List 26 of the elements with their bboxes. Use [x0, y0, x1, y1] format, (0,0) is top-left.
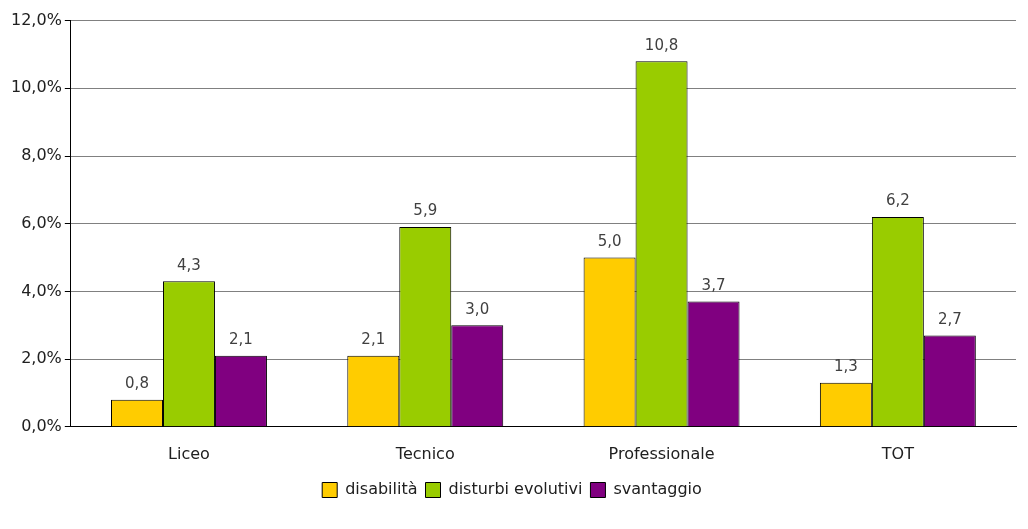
y-tick-label: 4,0% — [21, 280, 62, 300]
data-label: 5,9 — [413, 201, 438, 220]
data-label: 2,7 — [937, 309, 962, 328]
y-tick-label: 0,0% — [21, 415, 62, 435]
data-label: 2,1 — [229, 330, 253, 349]
y-tick-label: 8,0% — [21, 145, 62, 165]
y-tick-label: 10,0% — [11, 77, 62, 97]
x-tick-label: Liceo — [168, 443, 210, 463]
data-label: 4,3 — [177, 255, 201, 274]
y-tick-label: 6,0% — [21, 212, 62, 232]
x-tick-label: Tecnico — [394, 443, 455, 463]
x-tick-label: Professionale — [608, 443, 715, 463]
x-tick-label: TOT — [880, 443, 915, 463]
data-label: 6,2 — [885, 191, 910, 210]
legend-label: disabilità — [345, 479, 418, 499]
y-tick-label: 2,0% — [21, 348, 62, 368]
data-label: 3,0 — [465, 299, 490, 318]
data-label: 5,0 — [597, 231, 622, 250]
data-label: 2,1 — [361, 330, 386, 349]
legend-label: svantaggio — [613, 479, 702, 499]
legend-label: disturbi evolutivi — [448, 479, 583, 499]
y-tick-label: 12,0% — [11, 9, 62, 29]
data-label: 3,7 — [701, 275, 726, 294]
data-label: 10,8 — [644, 35, 679, 54]
data-label: 1,3 — [833, 357, 858, 376]
data-label: 0,8 — [125, 374, 149, 393]
